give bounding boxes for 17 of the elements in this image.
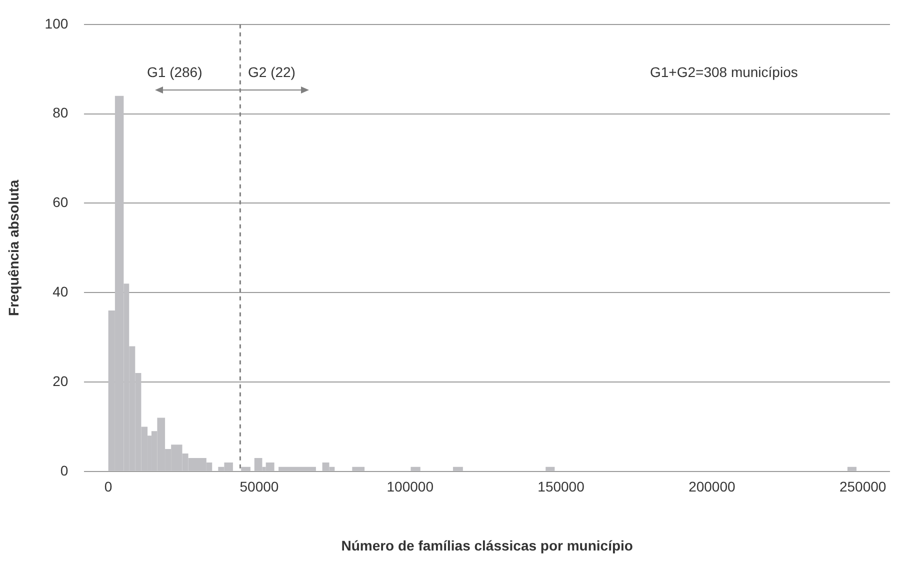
y-tick-label: 40 <box>52 283 68 300</box>
y-tick-label: 20 <box>52 372 68 389</box>
annotation: G1 (286) <box>147 64 202 80</box>
x-tick-label: 100000 <box>386 478 434 495</box>
x-tick-label: 150000 <box>538 478 585 495</box>
y-tick-label: 60 <box>52 194 68 210</box>
y-tick-label: 80 <box>52 104 68 121</box>
annotation: G2 (22) <box>248 64 296 80</box>
x-tick-label: 0 <box>104 478 112 495</box>
x-tick-label: 200000 <box>688 478 736 495</box>
y-axis-title: Frequência absoluta <box>5 180 22 316</box>
x-axis-title: Número de famílias clássicas por município <box>341 537 633 554</box>
y-tick-label: 100 <box>44 15 68 32</box>
x-tick-label: 250000 <box>839 478 886 495</box>
x-tick-label: 50000 <box>240 478 279 495</box>
annotation: G1+G2=308 municípios <box>650 64 798 80</box>
y-tick-label: 0 <box>60 462 68 478</box>
